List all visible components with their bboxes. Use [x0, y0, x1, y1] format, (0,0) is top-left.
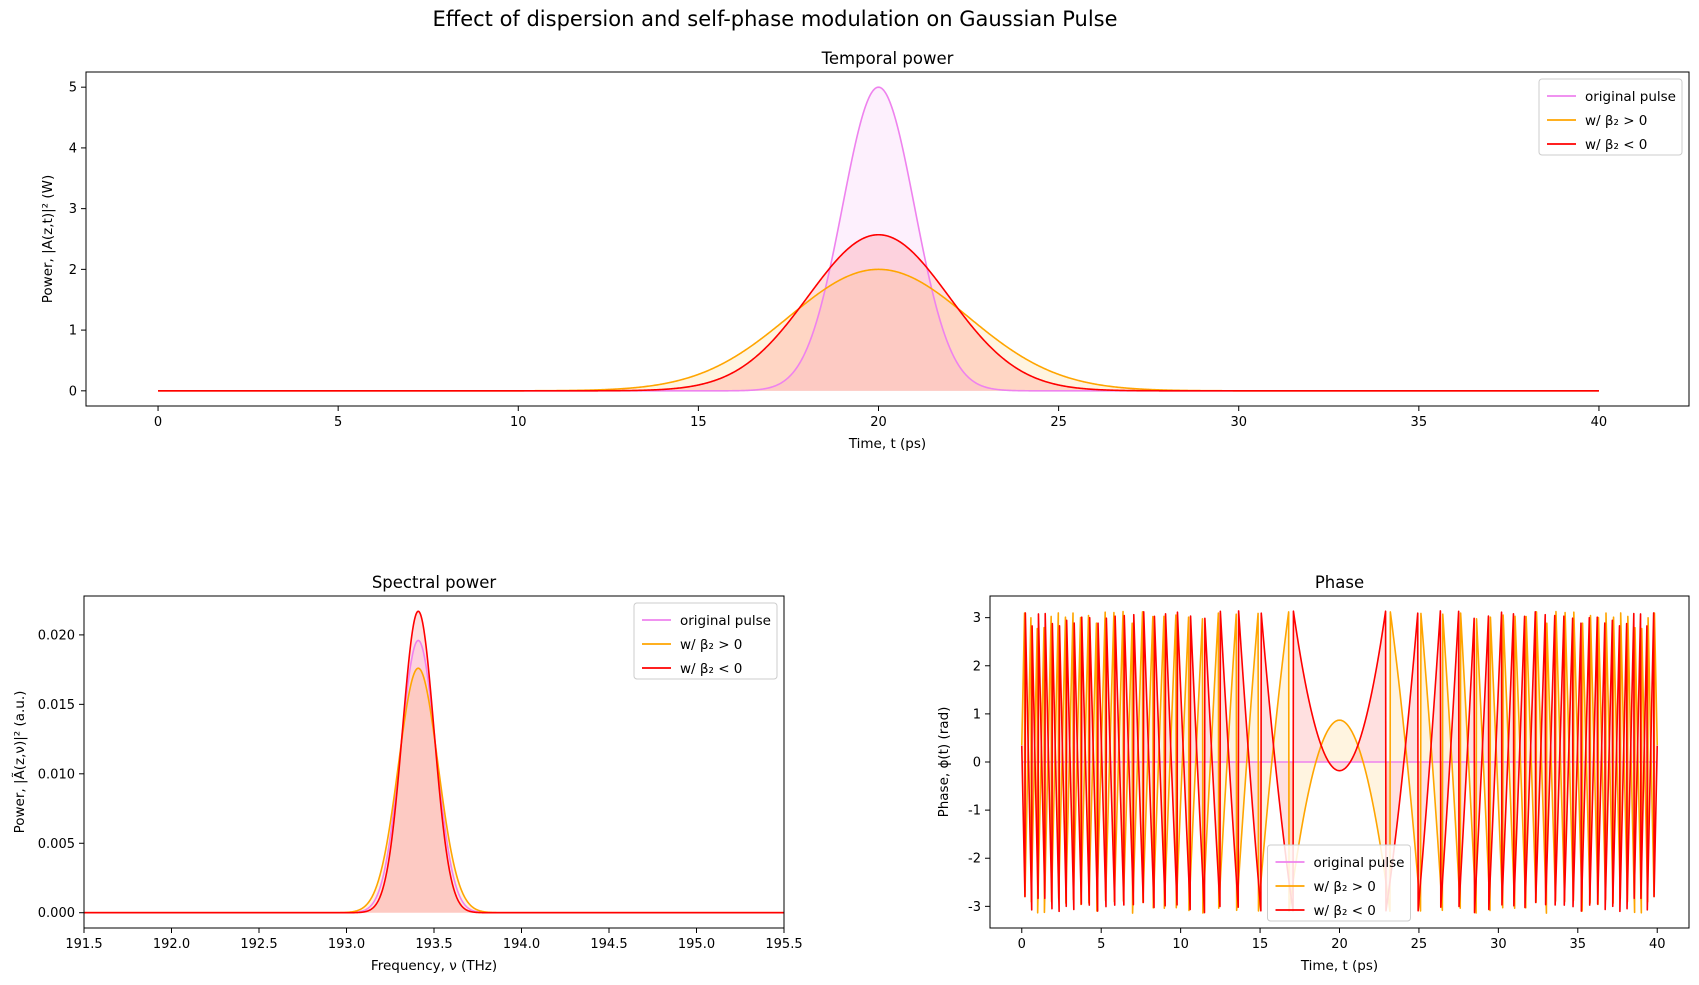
x-tick-label: 192.5	[240, 937, 277, 952]
legend-label-beta-positive: w/ β₂ > 0	[1314, 879, 1376, 895]
x-tick-label: 194.0	[503, 937, 540, 952]
x-tick-label: 30	[1230, 415, 1247, 430]
y-tick-label: 5	[69, 81, 77, 96]
plot-area	[158, 86, 1599, 392]
x-tick-label: 20	[870, 415, 887, 430]
y-tick-label: 3	[69, 202, 77, 217]
y-tick-label: 1	[69, 324, 77, 339]
series-line-beta-negative	[84, 610, 784, 914]
legend-label-original-pulse: original pulse	[1585, 89, 1676, 105]
x-tick-label: 0	[154, 415, 162, 430]
y-tick-label: -2	[968, 852, 981, 867]
y-tick-label: 0.005	[38, 837, 75, 852]
x-tick-label: 35	[1570, 937, 1587, 952]
series-fill-beta-negative	[158, 234, 1599, 391]
legend-label-beta-negative: w/ β₂ < 0	[1585, 137, 1647, 153]
y-axis-label: Power, |A(z,t)|² (W)	[40, 175, 56, 304]
x-tick-label: 5	[334, 415, 342, 430]
x-tick-label: 195.5	[765, 937, 802, 952]
x-tick-label: 195.0	[678, 937, 715, 952]
x-axis-label: Frequency, ν (THz)	[371, 958, 497, 974]
series-fill-original-pulse	[84, 640, 784, 913]
axes-frame	[85, 71, 1690, 407]
y-tick-label: -3	[968, 900, 981, 915]
legend-label-beta-positive: w/ β₂ > 0	[1585, 113, 1647, 129]
legend-frame	[1538, 78, 1683, 156]
x-tick-label: 15	[690, 415, 707, 430]
legend-label-beta-positive: w/ β₂ > 0	[680, 637, 742, 653]
y-tick-label: 4	[69, 141, 77, 156]
legend-label-beta-negative: w/ β₂ < 0	[1314, 903, 1376, 919]
x-tick-label: 25	[1411, 937, 1428, 952]
x-tick-label: 40	[1591, 415, 1608, 430]
legend-label-beta-negative: w/ β₂ < 0	[680, 661, 742, 677]
x-tick-label: 40	[1649, 937, 1666, 952]
y-tick-label: 0.010	[38, 767, 75, 782]
y-axis-label: Phase, ϕ(t) (rad)	[936, 707, 952, 818]
axes-title: Phase	[1315, 573, 1364, 592]
y-tick-label: 2	[69, 263, 77, 278]
y-tick-label: 1	[973, 707, 981, 722]
x-tick-label: 193.0	[328, 937, 365, 952]
y-tick-label: 0	[973, 756, 981, 771]
x-tick-label: 10	[510, 415, 527, 430]
phase-axes: 0 5 10 15 20 25 30 35 40 -3 -2 -1 0 1 2 3 Phase Time, t (…	[936, 573, 1690, 974]
legend-label-original-pulse: original pulse	[680, 613, 771, 629]
x-tick-label: 35	[1411, 415, 1428, 430]
legend-label-original-pulse: original pulse	[1314, 855, 1405, 871]
spectral-power-axes: 191.5 192.0 192.5 193.0 193.5 194.0 194.5 195.0…	[11, 573, 803, 974]
series-line-beta-positive	[1020, 610, 1659, 914]
y-tick-label: 2	[973, 659, 981, 674]
series-line-beta-negative	[1020, 610, 1659, 914]
x-tick-label: 10	[1172, 937, 1189, 952]
temporal-power-axes: 0 5 10 15 20 25 30 35 40 0 1 2 3 4 5 Temporal power Time…	[40, 49, 1690, 452]
axes-title: Spectral power	[372, 573, 497, 592]
legend: original pulse w/ β₂ > 0 w/ β₂ < 0	[1267, 844, 1411, 922]
plot-area	[84, 610, 784, 914]
y-tick-label: 0.000	[38, 906, 75, 921]
axes-title: Temporal power	[821, 49, 954, 68]
x-tick-label: 20	[1331, 937, 1348, 952]
y-tick-label: -1	[968, 804, 981, 819]
series-fill-beta-negative	[84, 611, 784, 913]
series-fill-beta-positive	[84, 668, 784, 913]
legend: original pulse w/ β₂ > 0 w/ β₂ < 0	[1538, 78, 1683, 156]
y-tick-label: 3	[973, 611, 981, 626]
x-tick-label: 25	[1050, 415, 1067, 430]
x-tick-label: 192.0	[153, 937, 190, 952]
x-axis-label: Time, t (ps)	[848, 436, 926, 452]
y-axis-label: Power, |Ã(z,ν)|² (a.u.)	[11, 691, 28, 834]
figure-suptitle: Effect of dispersion and self-phase modu…	[432, 7, 1117, 31]
x-axis-label: Time, t (ps)	[1300, 958, 1378, 974]
x-tick-label: 30	[1490, 937, 1507, 952]
y-tick-label: 0	[69, 384, 77, 399]
x-tick-label: 0	[1018, 937, 1026, 952]
legend: original pulse w/ β₂ > 0 w/ β₂ < 0	[633, 602, 778, 680]
x-tick-label: 15	[1252, 937, 1269, 952]
x-tick-label: 191.5	[65, 937, 102, 952]
series-line-beta-negative	[158, 233, 1599, 392]
series-fill-original-pulse	[158, 87, 1599, 391]
legend-frame	[633, 602, 778, 680]
x-tick-label: 194.5	[590, 937, 627, 952]
x-tick-label: 193.5	[415, 937, 452, 952]
legend-frame	[1267, 844, 1411, 922]
series-fill-beta-positive	[158, 269, 1599, 391]
y-tick-label: 0.020	[38, 628, 75, 643]
x-tick-label: 5	[1097, 937, 1105, 952]
plot-area	[1020, 610, 1659, 914]
y-tick-label: 0.015	[38, 698, 75, 713]
